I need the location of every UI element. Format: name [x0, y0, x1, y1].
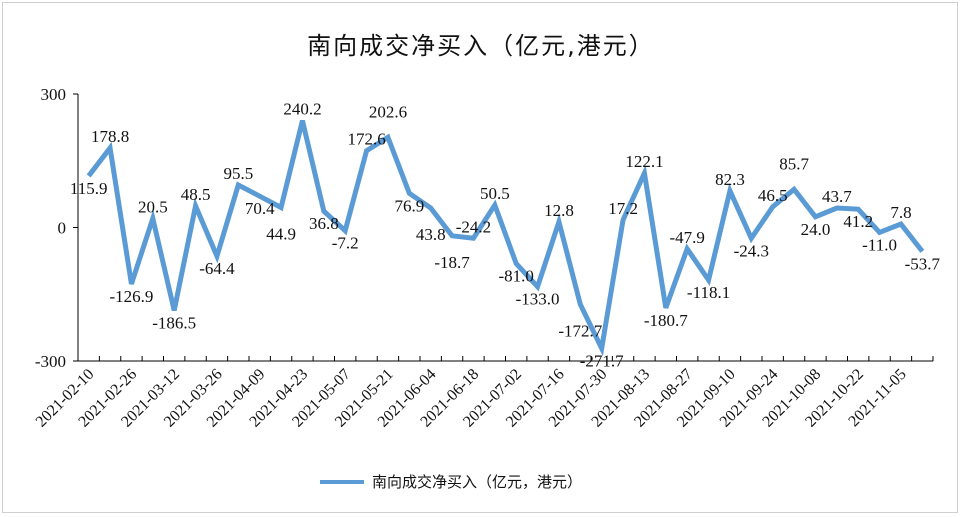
data-label: -186.5 [152, 313, 196, 332]
data-label: -81.0 [498, 267, 533, 286]
data-label: 41.2 [843, 212, 873, 231]
data-label: 46.5 [758, 186, 788, 205]
data-label: 115.9 [70, 179, 108, 198]
data-label: 122.1 [625, 152, 663, 171]
data-label: 82.3 [715, 170, 745, 189]
data-label: -118.1 [687, 283, 730, 302]
data-label: 178.8 [91, 127, 129, 146]
legend-label: 南向成交净买入（亿元，港元） [372, 473, 583, 491]
y-tick-label: 0 [58, 219, 67, 238]
data-label: 50.5 [480, 184, 510, 203]
data-label: 85.7 [779, 154, 809, 173]
data-label: 12.8 [544, 201, 574, 220]
data-label: -53.7 [905, 254, 941, 273]
data-label: 43.7 [822, 187, 852, 206]
series-line [86, 120, 925, 357]
data-label: 44.9 [266, 225, 296, 244]
legend: 南向成交净买入（亿元，港元） [320, 471, 582, 492]
data-label: 24.0 [801, 220, 831, 239]
data-label: 43.8 [416, 225, 446, 244]
data-label: -47.9 [669, 228, 704, 247]
chart-title: 南向成交净买入（亿元,港元） [307, 32, 655, 60]
y-tick-label: 300 [41, 85, 67, 104]
legend-swatch [320, 479, 364, 484]
data-label: -126.9 [109, 287, 153, 306]
data-label: 240.2 [283, 100, 321, 119]
data-label: -11.0 [862, 235, 897, 254]
data-label: 95.5 [223, 164, 253, 183]
data-label: 7.8 [890, 203, 911, 222]
data-label: -24.2 [456, 217, 491, 236]
data-label: -24.3 [734, 241, 769, 260]
data-label: 20.5 [138, 197, 168, 216]
data-label: -133.0 [516, 290, 560, 309]
y-tick-label: -300 [35, 352, 66, 371]
data-label: -271.7 [580, 351, 624, 370]
data-label: 36.8 [309, 214, 339, 233]
data-label: -180.7 [644, 311, 688, 330]
data-label: -64.4 [199, 259, 235, 278]
data-label: -172.7 [558, 321, 602, 340]
data-label: 48.5 [181, 185, 211, 204]
data-label: 70.4 [245, 199, 275, 218]
data-label: -18.7 [434, 253, 470, 272]
data-label: -7.2 [332, 234, 359, 253]
data-label: 172.6 [347, 130, 385, 149]
data-label: 17.2 [608, 199, 638, 218]
data-label: 76.9 [394, 196, 424, 215]
data-label: 202.6 [369, 102, 407, 121]
